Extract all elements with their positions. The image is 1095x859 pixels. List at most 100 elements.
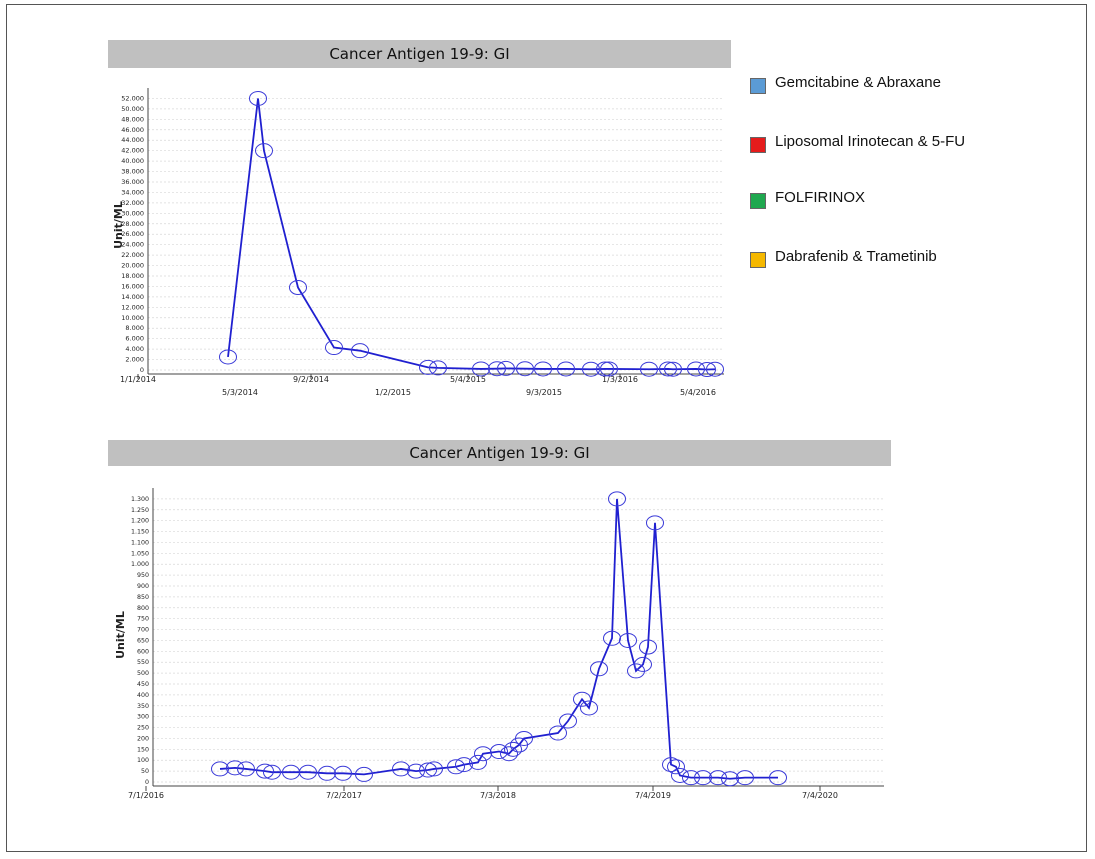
chart-top: 0 2.000 4.000 6.000 8.000 10.000 12.000 14.000 1…	[112, 88, 724, 397]
legend-label: Liposomal Irinotecan & 5-FU	[775, 133, 966, 150]
data-point	[255, 143, 273, 159]
figure-frame	[6, 4, 1087, 852]
y-tick-label: 6.000	[125, 335, 144, 343]
y-tick-label: 14.000	[121, 293, 144, 301]
data-point	[590, 661, 608, 677]
data-point	[256, 763, 274, 779]
x-tick-label: 7/4/2020	[802, 791, 838, 800]
data-point	[736, 770, 754, 786]
data-point	[447, 759, 465, 775]
data-point	[639, 639, 657, 655]
y-tick-label: 950	[137, 572, 149, 579]
data-point	[429, 360, 447, 376]
x-tick-label: 7/3/2018	[480, 791, 516, 800]
data-point	[249, 90, 267, 106]
x-tick-label: 9/3/2015	[526, 388, 562, 397]
x-tick-label: 7/1/2016	[128, 791, 164, 800]
y-tick-label: 200	[137, 735, 149, 742]
legend-swatch	[750, 78, 766, 94]
y-tick-label: 300	[137, 714, 149, 721]
data-point	[698, 361, 716, 377]
data-point	[582, 361, 600, 377]
data-point	[263, 764, 281, 780]
data-point	[488, 361, 506, 377]
data-point	[557, 361, 575, 377]
data-point	[667, 759, 685, 775]
data-point	[500, 746, 518, 762]
y-tick-label: 2.000	[125, 356, 144, 364]
y-tick-label: 26.000	[121, 230, 144, 238]
y-tick-label: 16.000	[121, 282, 144, 290]
y-tick-label: 28.000	[121, 220, 144, 228]
y-tick-label: 100	[137, 757, 149, 764]
data-point	[504, 741, 522, 757]
data-point	[490, 744, 508, 760]
y-tick-label: 1.150	[131, 529, 149, 536]
data-point	[706, 361, 724, 377]
x-tick-label: 1/3/2016	[602, 375, 638, 384]
data-point	[608, 491, 626, 507]
data-point	[407, 763, 425, 779]
data-point	[619, 632, 637, 648]
data-point	[334, 765, 352, 781]
y-tick-label: 40.000	[121, 157, 144, 165]
data-point	[325, 340, 343, 356]
y-tick-label: 46.000	[121, 126, 144, 134]
x-tick-label: 1/1/2014	[120, 375, 156, 384]
y-tick-label: 250	[137, 725, 149, 732]
y-tick-label: 650	[137, 637, 149, 644]
y-tick-label: 44.000	[121, 136, 144, 144]
y-tick-label: 10.000	[121, 314, 144, 322]
data-point	[694, 770, 712, 786]
y-tick-label: 34.000	[121, 188, 144, 196]
x-tick-label: 7/2/2017	[326, 791, 362, 800]
data-point	[709, 770, 727, 786]
y-tick-label: 12.000	[121, 303, 144, 311]
y-tick-label: 0	[140, 366, 144, 374]
data-point	[455, 757, 473, 773]
data-point	[318, 765, 336, 781]
data-point	[573, 691, 591, 707]
data-point	[721, 771, 739, 787]
y-tick-label: 22.000	[121, 251, 144, 259]
x-tick-label: 5/4/2015	[450, 375, 486, 384]
y-tick-label: 550	[137, 659, 149, 666]
data-point	[289, 279, 307, 295]
x-tick-label: 7/4/2019	[635, 791, 671, 800]
legend-swatch	[750, 137, 766, 153]
data-point	[419, 359, 437, 375]
y-tick-label: 500	[137, 670, 149, 677]
x-tick-label: 9/2/2014	[293, 375, 329, 384]
y-tick-label: 8.000	[125, 324, 144, 332]
y-tick-label: 50.000	[121, 105, 144, 113]
y-tick-label: 1.000	[131, 561, 149, 568]
y-tick-label: 52.000	[121, 94, 144, 102]
y-tick-label: 900	[137, 583, 149, 590]
y-tick-label: 850	[137, 594, 149, 601]
data-point	[474, 746, 492, 762]
data-point	[769, 770, 787, 786]
data-point	[497, 360, 515, 376]
y-tick-label: 350	[137, 703, 149, 710]
y-tick-label: 48.000	[121, 115, 144, 123]
y-tick-label: 30.000	[121, 209, 144, 217]
chart-title-bottom: Cancer Antigen 19-9: GI	[108, 440, 891, 466]
legend-label: Dabrafenib & Trametinib	[775, 248, 937, 265]
y-tick-label: 20.000	[121, 262, 144, 270]
data-point	[682, 770, 700, 786]
y-axis-label: Unit/ML	[112, 201, 125, 249]
y-tick-label: 36.000	[121, 178, 144, 186]
data-point	[580, 700, 598, 716]
y-tick-label: 600	[137, 648, 149, 655]
series-line	[227, 98, 716, 371]
y-tick-label: 1.200	[131, 518, 149, 525]
y-tick-label: 1.250	[131, 507, 149, 514]
data-point	[351, 343, 369, 359]
data-point	[392, 761, 410, 777]
y-tick-label: 1.100	[131, 539, 149, 546]
chart-bottom: 0 50 100 150 200 250 300 350 400 450 500 550 600 650 7…	[114, 488, 884, 800]
data-point	[516, 361, 534, 377]
y-tick-label: 32.000	[121, 199, 144, 207]
y-tick-label: 38.000	[121, 168, 144, 176]
y-axis-label: Unit/ML	[114, 611, 127, 659]
